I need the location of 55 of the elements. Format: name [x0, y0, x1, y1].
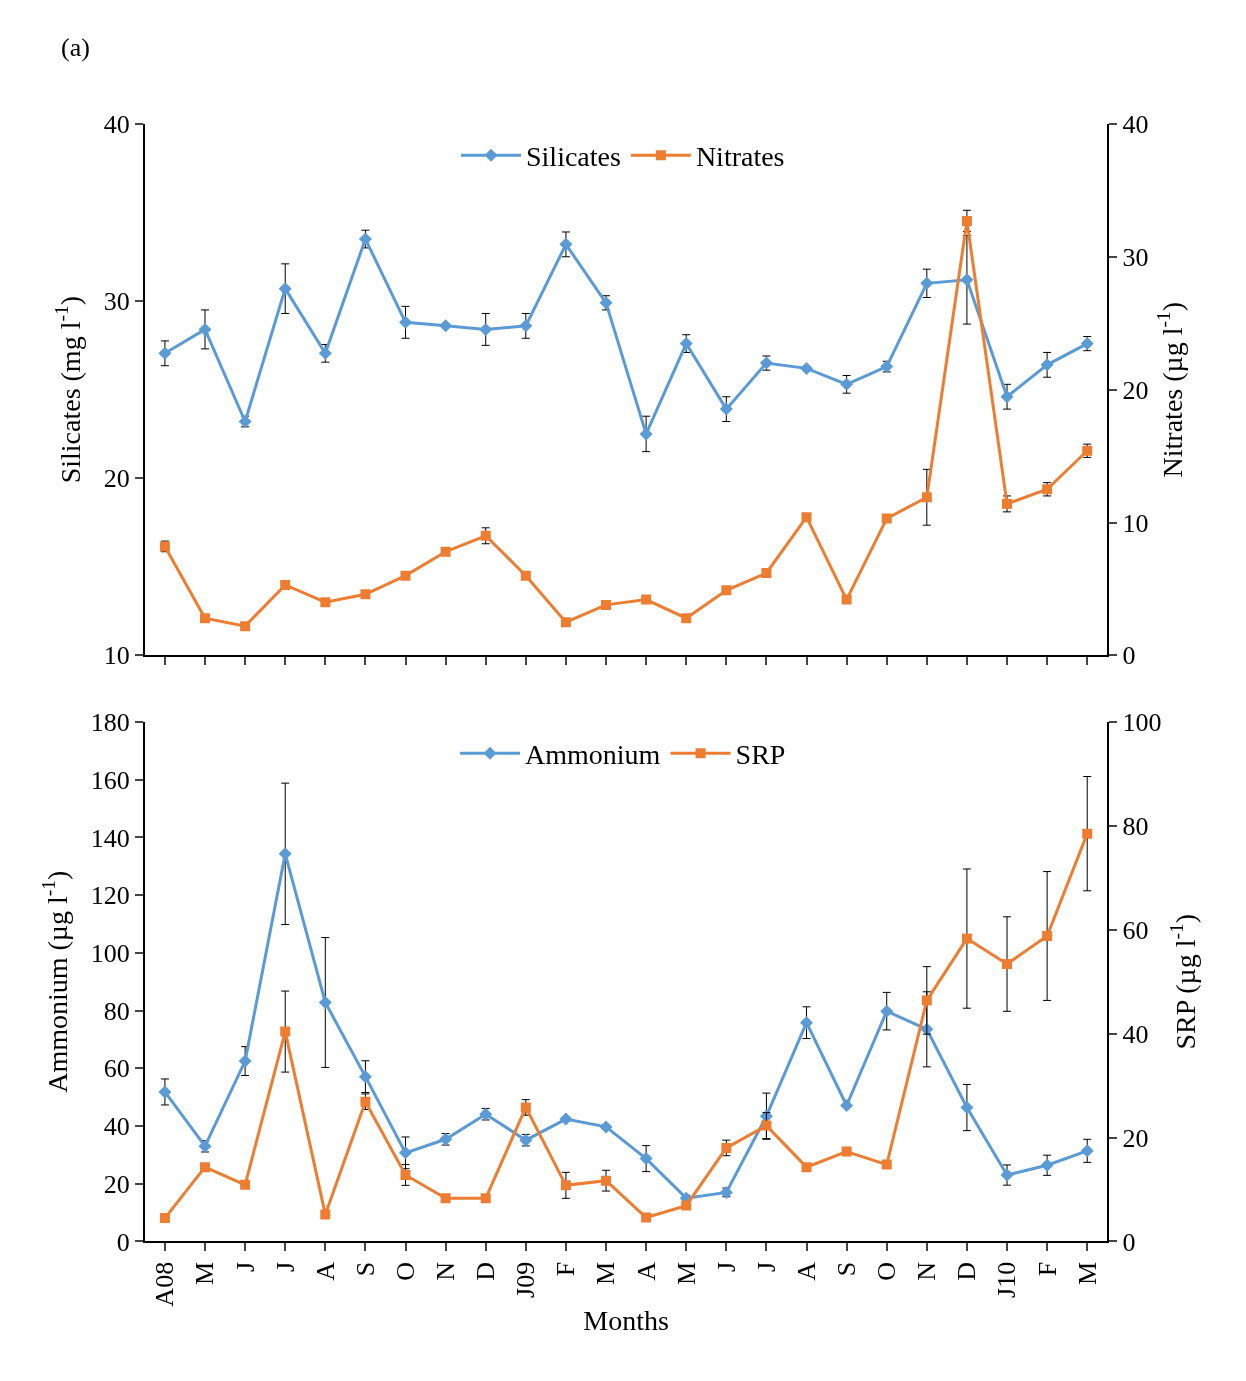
- y-tick-label: 180: [90, 708, 130, 738]
- y-tick-label: 40: [103, 110, 130, 139]
- x-tick-label: M: [190, 1261, 220, 1285]
- y-tick-label: 20: [103, 1169, 130, 1199]
- y2-tick-label: 0: [1122, 641, 1136, 671]
- legend-label: Silicates: [526, 141, 621, 173]
- x-tick-label: D: [952, 1261, 982, 1281]
- y2-tick-label: 30: [1122, 242, 1149, 272]
- x-tick-label: O: [390, 1261, 420, 1281]
- x-tick-label: D: [471, 1261, 501, 1281]
- x-tick-label: F: [551, 1261, 581, 1277]
- x-tick-label: A: [791, 1261, 821, 1281]
- y2-tick-label: 40: [1122, 110, 1149, 139]
- y-tick-label: 10: [103, 641, 130, 671]
- x-tick-label: J: [711, 1261, 741, 1272]
- legend-label: SRP: [735, 739, 786, 771]
- x-tick-label: A: [310, 1261, 340, 1281]
- y-tick-label: 0: [116, 1227, 130, 1257]
- x-tick-label: M: [671, 1261, 701, 1285]
- x-tick-label: N: [431, 1261, 461, 1281]
- y-tick-label: 60: [103, 1054, 130, 1084]
- x-tick-label: S: [832, 1261, 862, 1277]
- y-tick-label: 160: [90, 765, 130, 795]
- x-tick-label: O: [872, 1261, 902, 1281]
- y-tick-label: 80: [103, 996, 130, 1026]
- x-tick-label: M: [1072, 1261, 1102, 1285]
- x-tick-label: S: [350, 1261, 380, 1277]
- x-tick-label: N: [912, 1261, 942, 1281]
- x-tick-label: J: [751, 1261, 781, 1272]
- x-tick-label: F: [1032, 1261, 1062, 1277]
- x-tick-label: J09: [511, 1261, 541, 1298]
- x-tick-label: M: [591, 1261, 621, 1285]
- x-tick-label: J10: [992, 1261, 1022, 1298]
- x-tick-label: A: [631, 1261, 661, 1281]
- y2-tick-label: 40: [1122, 1019, 1149, 1049]
- x-tick-label: J: [230, 1261, 260, 1272]
- y-tick-label: 40: [103, 1112, 130, 1142]
- text: (a): [61, 33, 90, 62]
- y-tick-label: 20: [103, 464, 130, 494]
- y2-tick-label: 80: [1122, 811, 1149, 841]
- legend-label: Nitrates: [695, 141, 785, 173]
- y-tick-label: 30: [103, 287, 130, 317]
- x-tick-label: J: [270, 1261, 300, 1272]
- y2-tick-label: 60: [1122, 915, 1149, 945]
- y-tick-label: 100: [90, 938, 130, 968]
- x-tick-label: A08: [150, 1261, 180, 1307]
- y2-tick-label: 100: [1122, 708, 1162, 738]
- y-tick-label: 120: [90, 881, 130, 911]
- y2-tick-label: 10: [1122, 508, 1149, 538]
- y2-tick-label: 0: [1122, 1227, 1136, 1257]
- x-axis-title: Months: [583, 1305, 669, 1337]
- y-tick-label: 140: [90, 823, 130, 853]
- y2-tick-label: 20: [1122, 1123, 1149, 1153]
- legend-label: Ammonium: [525, 739, 661, 771]
- y2-tick-label: 20: [1122, 375, 1149, 405]
